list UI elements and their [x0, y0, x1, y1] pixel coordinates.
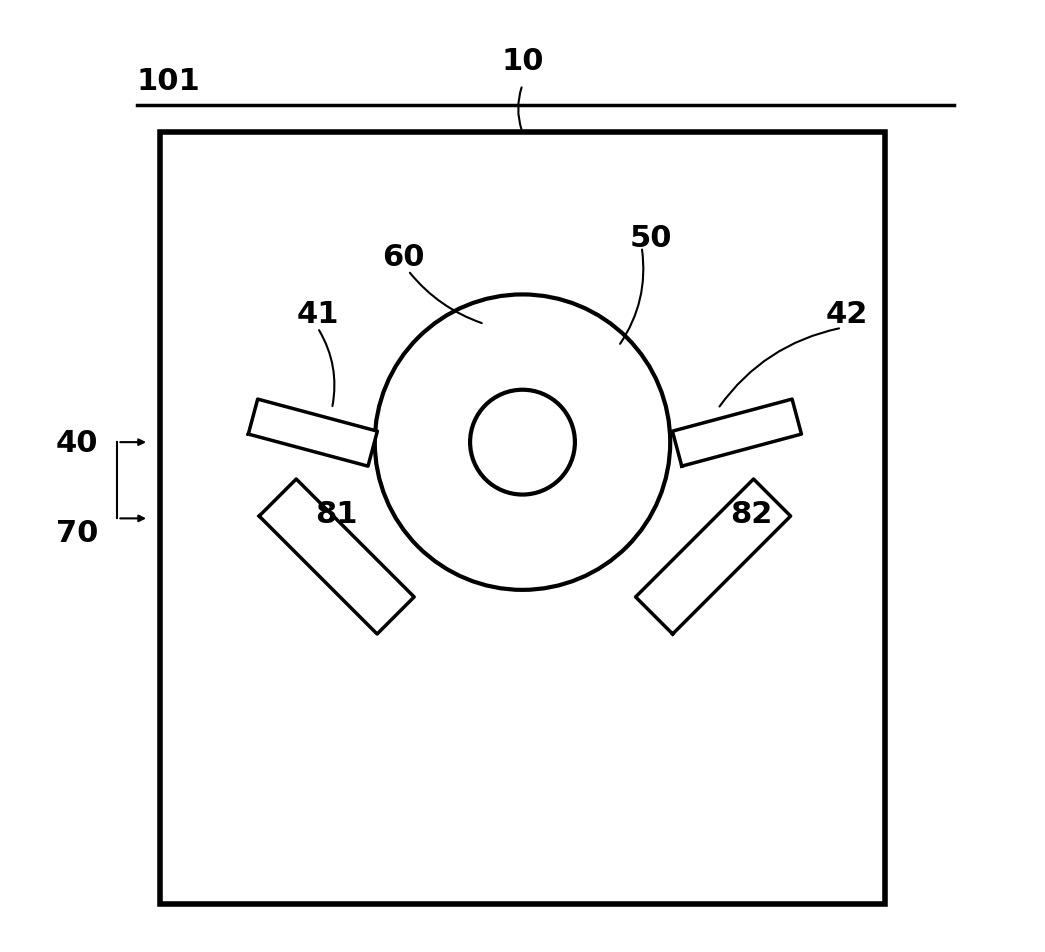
Text: 101: 101: [137, 67, 201, 95]
Polygon shape: [635, 480, 791, 634]
Text: 10: 10: [502, 48, 543, 76]
Bar: [160, 133, 885, 904]
Text: 60: 60: [382, 243, 424, 271]
Text: 82: 82: [730, 500, 772, 528]
Text: 81: 81: [316, 500, 358, 528]
Text: 42: 42: [826, 300, 867, 328]
Polygon shape: [672, 400, 802, 466]
Text: 50: 50: [630, 224, 672, 252]
Text: 70: 70: [56, 519, 98, 547]
Polygon shape: [249, 400, 377, 466]
Polygon shape: [259, 480, 414, 634]
Text: 41: 41: [297, 300, 339, 328]
Text: 40: 40: [56, 428, 98, 457]
